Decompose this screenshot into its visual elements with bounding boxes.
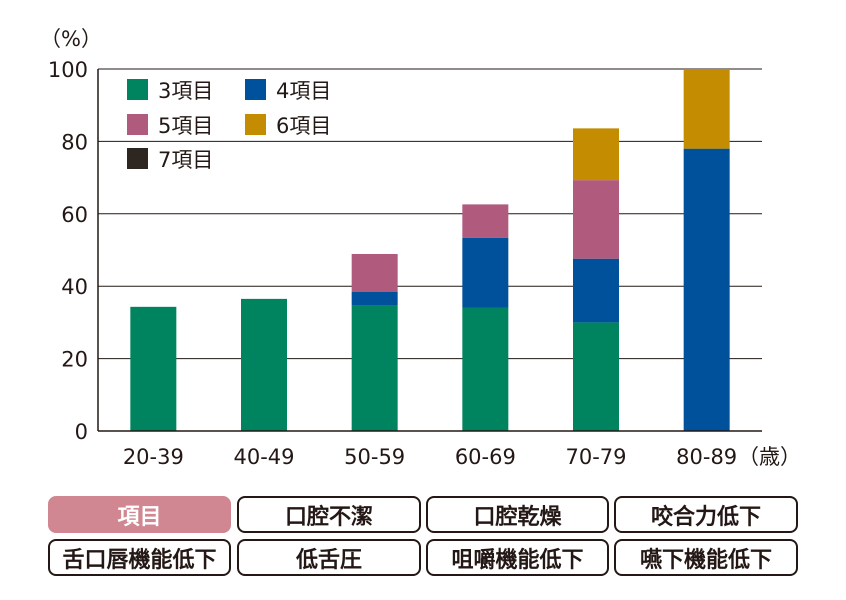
legend-label: 4項目 — [276, 79, 331, 103]
legend-swatch — [245, 79, 266, 100]
legend-swatch — [127, 148, 148, 169]
bar-segment — [351, 291, 398, 306]
item-tag[interactable]: 項目 — [48, 496, 231, 533]
bar-segment — [462, 307, 509, 431]
bar-segment — [573, 180, 619, 259]
x-tick-label: 40-49 — [233, 445, 294, 469]
item-tag[interactable]: 舌口唇機能低下 — [48, 539, 231, 576]
y-tick-label: 0 — [75, 420, 88, 444]
y-tick-label: 40 — [61, 275, 88, 299]
stacked-bar-chart: （%） （歳） 0 20 40 60 80 100 20-39 40-49 50-59 60-69… — [40, 27, 801, 469]
x-tick-label: 50-59 — [344, 445, 405, 469]
bar-segment — [351, 253, 398, 292]
x-unit-label: （歳） — [738, 445, 801, 469]
item-tag[interactable]: 低舌圧 — [237, 539, 421, 576]
y-tick-label: 100 — [48, 58, 88, 82]
y-tick-label: 20 — [61, 348, 88, 372]
bar-segment — [573, 128, 619, 181]
item-tag[interactable]: 咬合力低下 — [614, 496, 798, 533]
x-tick-label: 20-39 — [123, 445, 184, 469]
legend-swatch — [127, 79, 148, 100]
item-tag[interactable]: 口腔不潔 — [237, 496, 421, 533]
legend-swatch — [127, 114, 148, 135]
legend-label: 6項目 — [276, 114, 331, 138]
x-tick-label: 80-89 — [676, 445, 737, 469]
item-tag[interactable]: 嚥下機能低下 — [614, 539, 798, 576]
bar-segment — [351, 305, 398, 431]
y-tick-label: 80 — [61, 130, 88, 154]
x-tick-label: 60-69 — [455, 445, 516, 469]
bar-segment — [683, 69, 730, 149]
bar-segment — [573, 258, 619, 323]
bar-segment — [241, 298, 287, 431]
bar-segment — [462, 237, 509, 308]
x-tick-label: 70-79 — [565, 445, 626, 469]
y-unit-label: （%） — [40, 27, 102, 51]
bar-segment — [573, 322, 619, 431]
bar-segment — [683, 148, 730, 431]
item-tag[interactable]: 咀嚼機能低下 — [426, 539, 609, 576]
bar-segment — [462, 204, 509, 238]
legend-label: 5項目 — [158, 114, 213, 138]
legend-label: 7項目 — [158, 148, 213, 172]
y-tick-label: 60 — [61, 203, 88, 227]
legend: 3項目 4項目 5項目 6項目 7項目 — [127, 79, 331, 172]
bar-segment — [130, 306, 177, 431]
legend-swatch — [245, 114, 266, 135]
item-tag[interactable]: 口腔乾燥 — [426, 496, 609, 533]
legend-label: 3項目 — [158, 79, 213, 103]
